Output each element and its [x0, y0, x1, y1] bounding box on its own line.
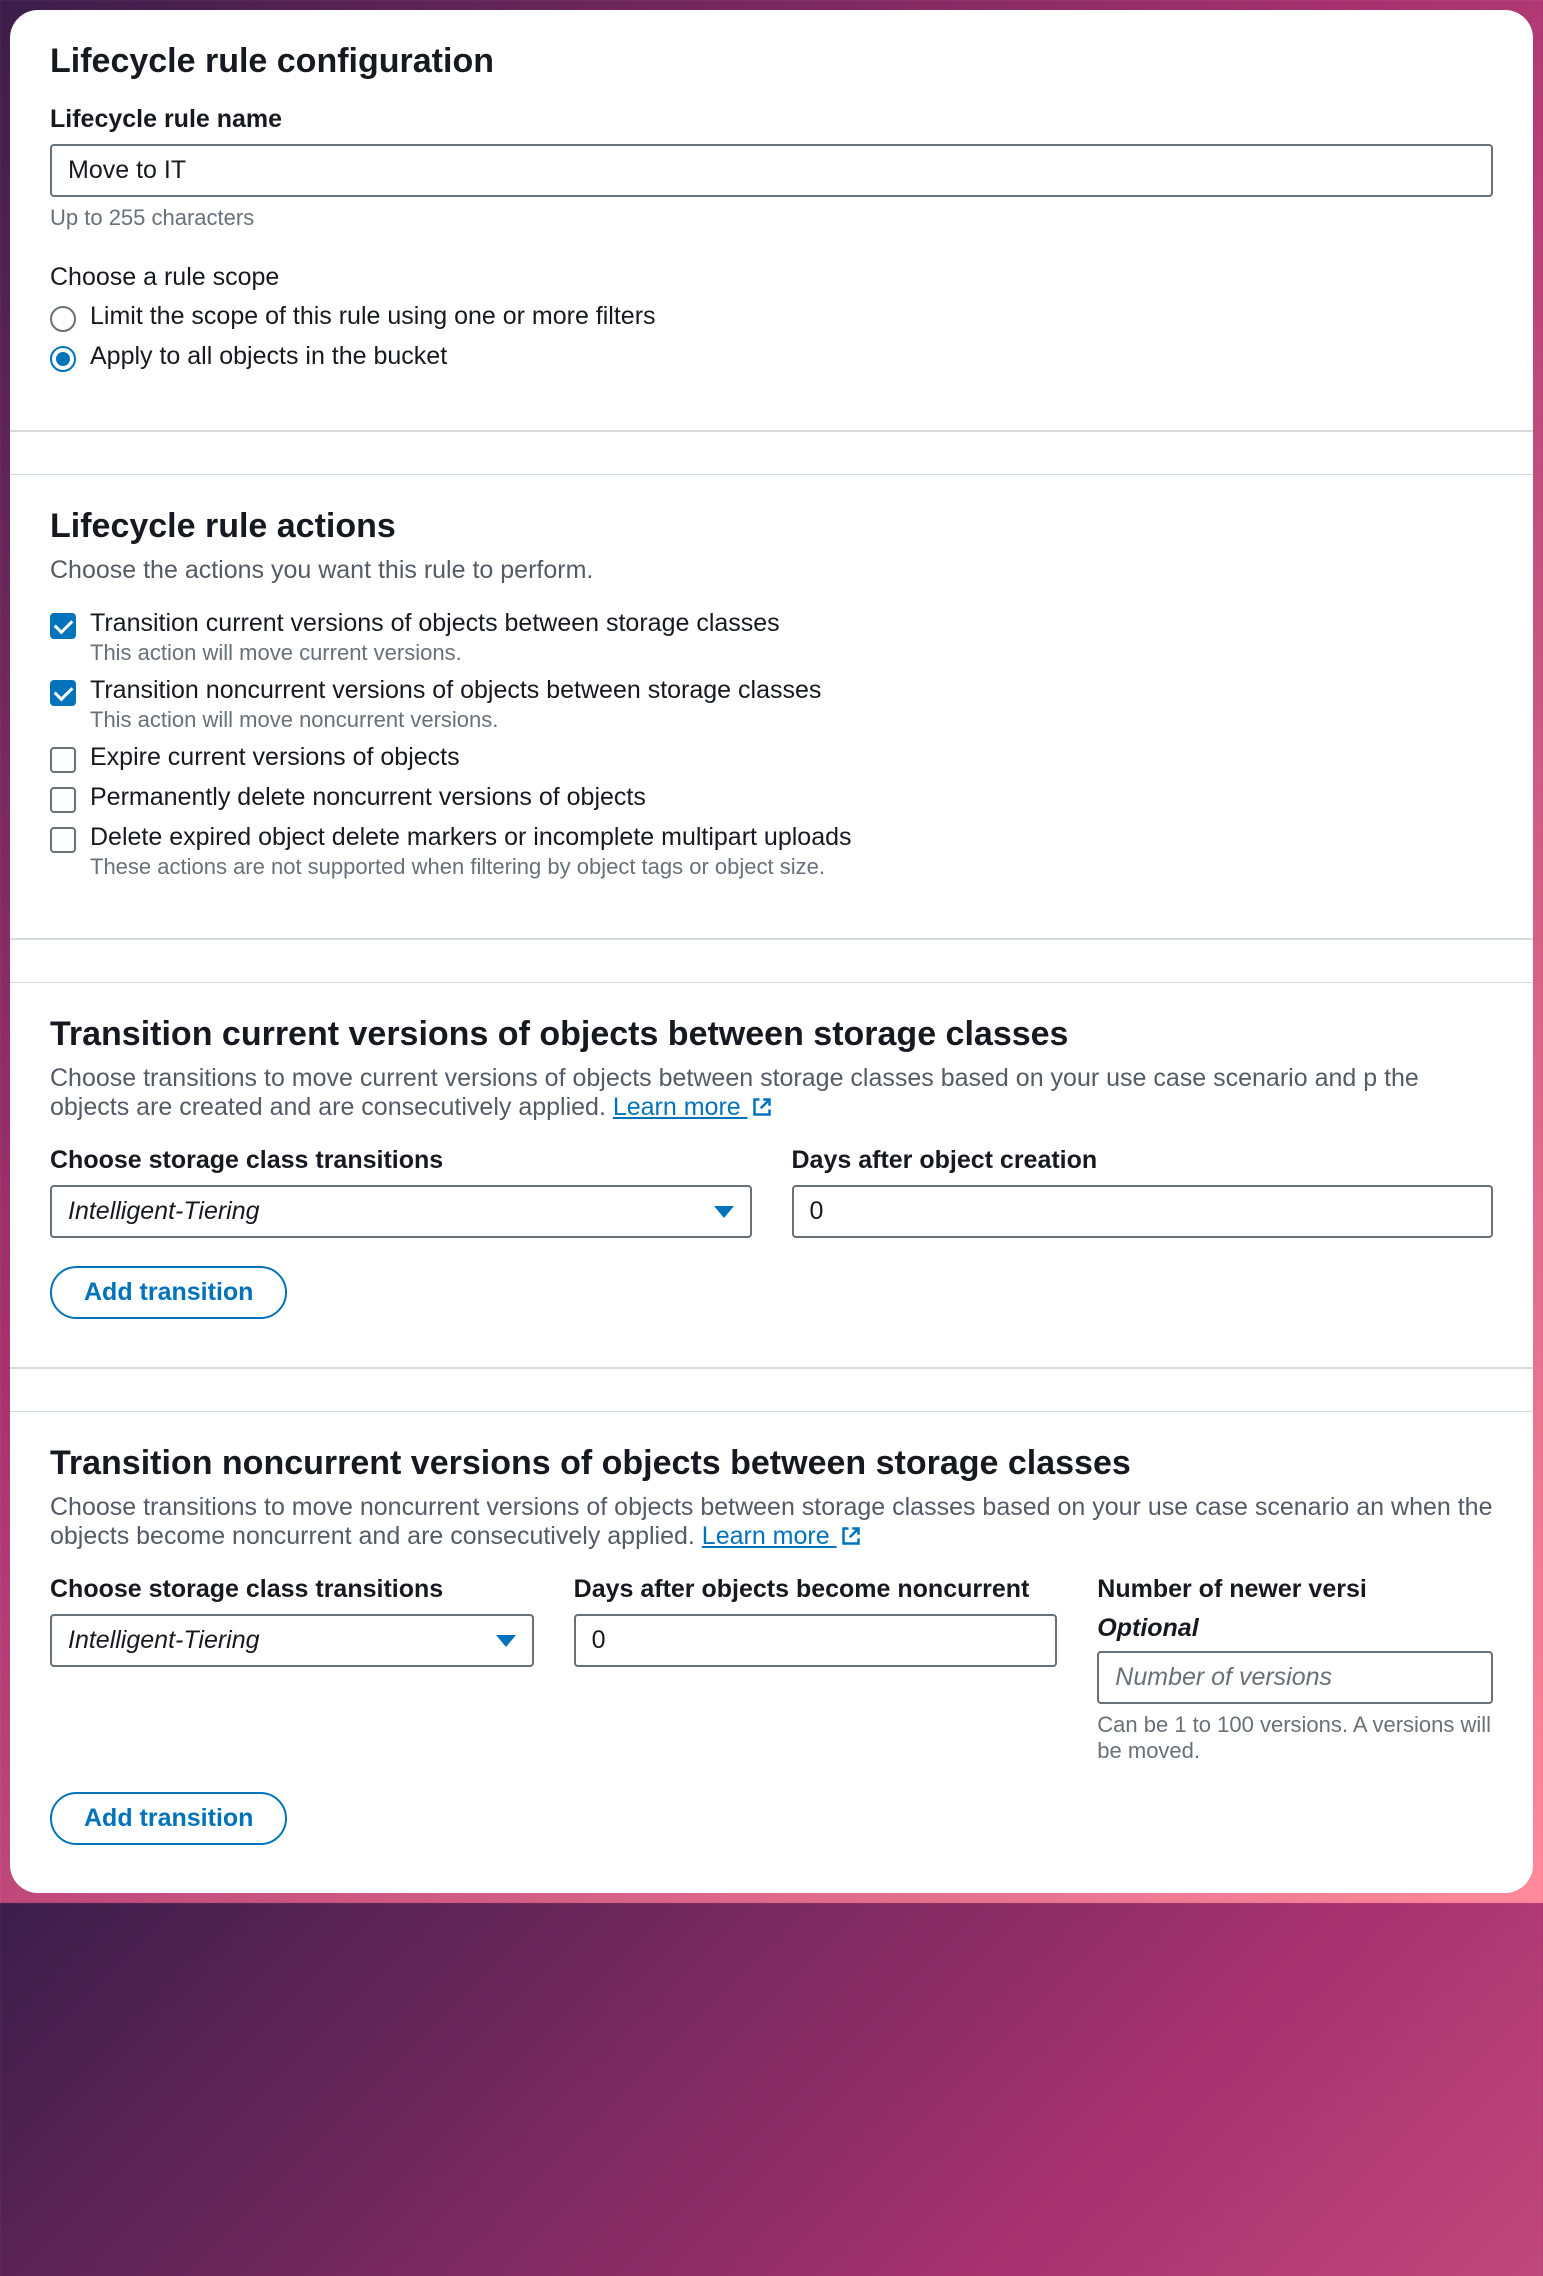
action-label: Expire current versions of objects — [90, 743, 460, 772]
action-sublabel: These actions are not supported when fil… — [90, 854, 852, 880]
learn-more-link[interactable]: Learn more — [702, 1522, 861, 1550]
storage-class-select[interactable]: Intelligent-Tiering — [50, 1185, 752, 1238]
section-transition-noncurrent: Transition noncurrent versions of object… — [10, 1412, 1533, 1893]
versions-label: Number of newer versi — [1097, 1575, 1493, 1604]
section-gap — [10, 939, 1533, 983]
actions-checkbox-group: Transition current versions of objects b… — [50, 609, 1493, 880]
radio-icon — [50, 346, 76, 372]
rule-name-label: Lifecycle rule name — [50, 105, 1493, 134]
action-expire-current[interactable]: Expire current versions of objects — [50, 743, 1493, 773]
config-heading: Lifecycle rule configuration — [50, 42, 1493, 81]
section-gap — [10, 431, 1533, 475]
scope-option-label: Apply to all objects in the bucket — [90, 342, 447, 371]
action-transition-current[interactable]: Transition current versions of objects b… — [50, 609, 1493, 666]
rule-name-input[interactable] — [50, 144, 1493, 197]
section-configuration: Lifecycle rule configuration Lifecycle r… — [10, 10, 1533, 431]
action-delete-noncurrent[interactable]: Permanently delete noncurrent versions o… — [50, 783, 1493, 813]
select-value: Intelligent-Tiering — [68, 1626, 260, 1654]
action-label: Delete expired object delete markers or … — [90, 823, 852, 852]
days-after-creation-input[interactable] — [792, 1185, 1494, 1238]
days-label: Days after object creation — [792, 1146, 1494, 1175]
storage-class-label: Choose storage class transitions — [50, 1146, 752, 1175]
days-noncurrent-input[interactable] — [574, 1614, 1058, 1667]
actions-heading: Lifecycle rule actions — [50, 507, 1493, 546]
scope-option-label: Limit the scope of this rule using one o… — [90, 302, 656, 331]
checkbox-icon — [50, 827, 76, 853]
versions-input[interactable] — [1097, 1651, 1493, 1704]
versions-optional: Optional — [1097, 1614, 1493, 1643]
action-label: Transition current versions of objects b… — [90, 609, 780, 638]
section-gap — [10, 1368, 1533, 1412]
action-transition-noncurrent[interactable]: Transition noncurrent versions of object… — [50, 676, 1493, 733]
radio-icon — [50, 306, 76, 332]
transition-current-subtitle: Choose transitions to move current versi… — [50, 1064, 1493, 1122]
chevron-down-icon — [714, 1206, 734, 1218]
section-actions: Lifecycle rule actions Choose the action… — [10, 475, 1533, 939]
lifecycle-rule-card: Lifecycle rule configuration Lifecycle r… — [10, 10, 1533, 1893]
scope-option-limit[interactable]: Limit the scope of this rule using one o… — [50, 302, 1493, 332]
days-noncurrent-label: Days after objects become noncurrent — [574, 1575, 1058, 1604]
action-label: Permanently delete noncurrent versions o… — [90, 783, 646, 812]
add-transition-button[interactable]: Add transition — [50, 1792, 287, 1845]
rule-name-hint: Up to 255 characters — [50, 205, 1493, 231]
scope-radio-group: Limit the scope of this rule using one o… — [50, 302, 1493, 372]
scope-option-all[interactable]: Apply to all objects in the bucket — [50, 342, 1493, 372]
add-transition-button[interactable]: Add transition — [50, 1266, 287, 1319]
transition-noncurrent-heading: Transition noncurrent versions of object… — [50, 1444, 1493, 1483]
action-sublabel: This action will move noncurrent version… — [90, 707, 821, 733]
checkbox-icon — [50, 747, 76, 773]
action-sublabel: This action will move current versions. — [90, 640, 780, 666]
checkbox-icon — [50, 613, 76, 639]
select-value: Intelligent-Tiering — [68, 1197, 260, 1225]
action-label: Transition noncurrent versions of object… — [90, 676, 821, 705]
checkbox-icon — [50, 680, 76, 706]
versions-hint: Can be 1 to 100 versions. A versions wil… — [1097, 1712, 1493, 1764]
storage-class-label: Choose storage class transitions — [50, 1575, 534, 1604]
external-link-icon — [841, 1526, 861, 1546]
learn-more-link[interactable]: Learn more — [613, 1093, 772, 1121]
external-link-icon — [752, 1097, 772, 1117]
checkbox-icon — [50, 787, 76, 813]
storage-class-select[interactable]: Intelligent-Tiering — [50, 1614, 534, 1667]
scope-label: Choose a rule scope — [50, 263, 1493, 292]
chevron-down-icon — [496, 1635, 516, 1647]
action-delete-markers[interactable]: Delete expired object delete markers or … — [50, 823, 1493, 880]
transition-current-heading: Transition current versions of objects b… — [50, 1015, 1493, 1054]
section-transition-current: Transition current versions of objects b… — [10, 983, 1533, 1368]
transition-noncurrent-subtitle: Choose transitions to move noncurrent ve… — [50, 1493, 1493, 1551]
actions-subtitle: Choose the actions you want this rule to… — [50, 556, 1493, 585]
